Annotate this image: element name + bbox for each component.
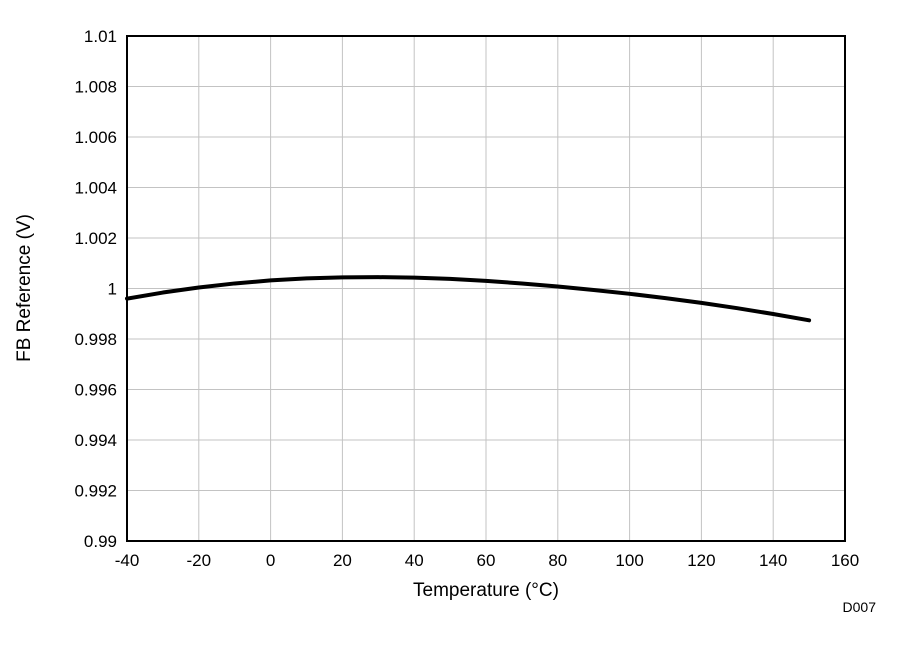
- x-tick-label: 160: [831, 551, 859, 570]
- x-tick-label: 80: [548, 551, 567, 570]
- x-tick-label: -40: [115, 551, 140, 570]
- x-tick-label: 120: [687, 551, 715, 570]
- y-tick-label: 0.996: [74, 381, 117, 400]
- y-tick-label: 0.99: [84, 532, 117, 551]
- y-tick-label: 1.002: [74, 229, 117, 248]
- data-series: [125, 275, 812, 323]
- x-tick-label: 100: [615, 551, 643, 570]
- x-tick-labels: -40 -20 0 20 40 60 80 100 120 140 160: [115, 551, 859, 570]
- series-line-fb-reference: [125, 275, 812, 323]
- x-tick-label: 40: [405, 551, 424, 570]
- y-tick-label: 1.008: [74, 78, 117, 97]
- y-tick-labels: 0.99 0.992 0.994 0.996 0.998 1 1.002 1.004 1.006…: [74, 27, 117, 551]
- y-tick-label: 1: [108, 280, 117, 299]
- x-tick-label: -20: [187, 551, 212, 570]
- y-tick-label: 0.992: [74, 482, 117, 501]
- y-tick-label: 1.01: [84, 27, 117, 46]
- x-tick-label: 0: [266, 551, 275, 570]
- figure-code-watermark: D007: [843, 599, 877, 615]
- y-axis-label: FB Reference (V): [14, 214, 35, 362]
- x-axis-label: Temperature (°C): [413, 580, 559, 601]
- plot-frame: [126, 35, 846, 542]
- y-tick-label: 1.004: [74, 179, 117, 198]
- gridlines: [126, 35, 846, 542]
- x-tick-label: 140: [759, 551, 787, 570]
- y-tick-label: 0.994: [74, 431, 117, 450]
- x-tick-label: 20: [333, 551, 352, 570]
- y-tick-label: 1.006: [74, 128, 117, 147]
- y-tick-label: 0.998: [74, 330, 117, 349]
- x-tick-label: 60: [477, 551, 496, 570]
